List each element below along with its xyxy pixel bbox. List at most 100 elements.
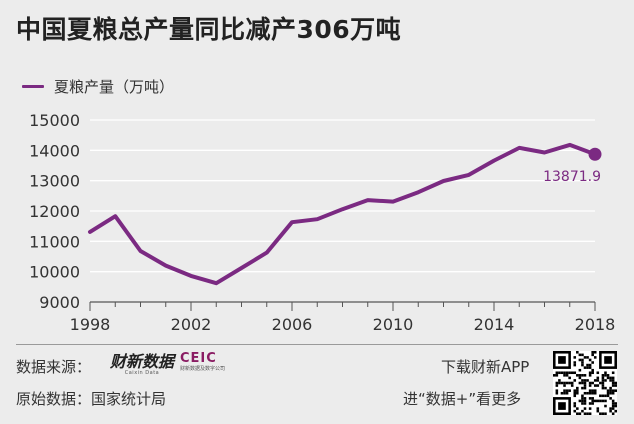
caixin-data-logo: 财新数据 Caixin Data [110, 352, 175, 377]
qr-module [591, 402, 594, 405]
qr-module [606, 374, 610, 377]
qr-module [591, 368, 594, 372]
qr-module [570, 371, 574, 375]
last-data-point [588, 147, 602, 161]
qr-module [604, 386, 607, 390]
qr-module [583, 399, 587, 403]
qr-module [588, 366, 592, 369]
qr-module [611, 391, 615, 395]
qr-module [568, 376, 571, 380]
qr-module [583, 379, 587, 382]
qr-module [583, 391, 587, 395]
qr-module [588, 358, 592, 362]
qr-module [591, 397, 594, 400]
qr-module [611, 381, 615, 385]
qr-module [601, 379, 605, 382]
qr-module [601, 386, 605, 390]
qr-module [593, 391, 597, 395]
qr-module [596, 371, 600, 375]
qr-module [555, 371, 559, 375]
qr-module [611, 402, 615, 405]
qr-module [599, 412, 602, 415]
qr-module [565, 381, 569, 385]
x-tick-label: 1998 [70, 315, 111, 334]
qr-module [581, 374, 584, 377]
qr-module [573, 371, 577, 375]
qr-module [581, 394, 584, 398]
qr-module [601, 412, 605, 415]
qr-module [576, 407, 579, 410]
footer-divider [16, 344, 618, 345]
series-line [88, 142, 597, 286]
y-tick-label: 15000 [29, 111, 80, 130]
qr-module [565, 391, 569, 395]
y-tick-label: 12000 [29, 202, 80, 221]
qr-module [583, 366, 587, 369]
qr-module [583, 412, 587, 415]
page-title: 中国夏粮总产量同比减产306万吨 [16, 15, 402, 44]
line-chart: 9000 10000 11000 12000 13000 14000 15000 1998 20… [29, 111, 616, 334]
qr-module [583, 402, 587, 405]
x-tick-label: 2018 [575, 315, 616, 334]
qr-module [591, 351, 594, 354]
qr-module [553, 374, 556, 377]
qr-module [588, 371, 592, 375]
qr-module [611, 379, 615, 382]
ceic-logo-sub: 财新数据及数字公司 [180, 366, 226, 372]
caixin-data-logo-sub: Caixin Data [124, 370, 160, 376]
qr-module [593, 384, 597, 387]
qr-module [565, 389, 569, 392]
qr-module [560, 381, 564, 385]
qr-module [578, 358, 582, 362]
caixin-data-logo-text: 财新数据 [110, 352, 175, 371]
qr-module [609, 389, 612, 392]
qr-code-icon [553, 351, 617, 415]
download-app-label: 下载财新APP [441, 358, 530, 376]
qr-module [609, 379, 612, 382]
x-tick-label: 2006 [272, 315, 313, 334]
y-tick-label: 11000 [29, 232, 80, 251]
qr-module [604, 412, 607, 415]
qr-module [591, 353, 594, 357]
qr-module [606, 391, 610, 395]
qr-module [604, 394, 607, 398]
ceic-logo: CEIC 财新数据及数字公司 [180, 352, 225, 373]
qr-module [588, 397, 592, 400]
qr-module [558, 371, 561, 375]
qr-module [588, 381, 592, 385]
qr-module [573, 361, 577, 364]
qr-module [576, 391, 579, 395]
qr-module [611, 389, 615, 392]
qr-module [581, 409, 584, 413]
qr-module [604, 374, 607, 377]
qr-module [581, 358, 584, 362]
qr-module [588, 402, 592, 405]
qr-module [578, 399, 582, 403]
qr-module [606, 376, 610, 380]
qr-module [596, 379, 600, 382]
qr-module [581, 386, 584, 390]
qr-module [573, 409, 577, 413]
qr-module [606, 389, 610, 392]
qr-module [604, 404, 607, 408]
qr-module [601, 394, 605, 398]
qr-module [578, 412, 582, 415]
qr-module [563, 391, 566, 395]
qr-module [609, 376, 612, 380]
qr-module [555, 391, 559, 395]
qr-module [581, 399, 584, 403]
qr-module [586, 356, 589, 359]
qr-module [560, 391, 564, 395]
qr-module [611, 376, 615, 380]
qr-module [555, 381, 559, 385]
legend-label: 夏粮产量（万吨） [54, 78, 175, 96]
qr-module [581, 381, 584, 385]
qr-module [611, 407, 615, 410]
y-tick-label: 10000 [29, 263, 80, 282]
x-tick-label: 2002 [171, 315, 212, 334]
qr-module [591, 391, 594, 395]
qr-module [609, 409, 612, 413]
qr-module [573, 391, 577, 395]
qr-module [596, 399, 600, 403]
qr-module [588, 363, 592, 367]
